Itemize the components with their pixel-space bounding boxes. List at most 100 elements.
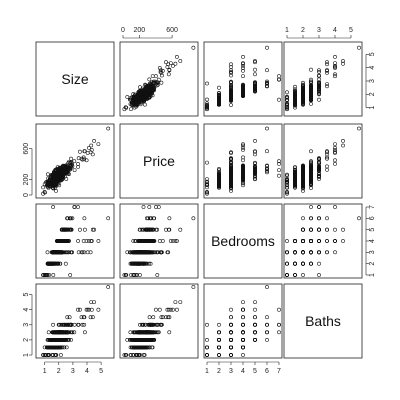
data-point: [285, 102, 289, 106]
data-point: [241, 83, 245, 88]
data-point: [357, 126, 361, 131]
data-point: [317, 239, 321, 243]
data-point: [317, 84, 321, 89]
panel-frame: [283, 123, 363, 199]
data-point: [65, 171, 70, 176]
data-point: [156, 77, 161, 82]
data-point: [136, 261, 141, 266]
data-point: [253, 152, 257, 157]
data-point: [293, 84, 297, 89]
data-point: [92, 227, 97, 232]
data-point: [229, 186, 233, 191]
data-point: [265, 126, 269, 131]
data-point: [325, 250, 329, 255]
data-point: [137, 98, 142, 102]
data-point: [293, 250, 297, 255]
data-point: [139, 227, 144, 232]
data-point: [229, 170, 233, 174]
panel-3-0: [35, 283, 115, 359]
data-point: [145, 261, 150, 266]
data-point: [45, 250, 50, 255]
data-point: [325, 216, 329, 221]
data-point: [341, 239, 345, 243]
data-point: [46, 261, 51, 266]
data-point: [229, 80, 233, 85]
data-point: [285, 176, 289, 181]
data-point: [56, 176, 61, 181]
data-point: [333, 239, 337, 243]
data-point: [229, 151, 233, 155]
data-point: [229, 90, 233, 95]
data-point: [147, 92, 152, 97]
data-point: [62, 227, 67, 232]
data-point: [301, 176, 305, 180]
data-point: [68, 227, 73, 232]
data-point: [82, 250, 87, 255]
data-point: [51, 173, 56, 178]
data-point: [301, 99, 305, 103]
data-point: [265, 170, 269, 175]
data-point: [317, 74, 321, 79]
data-point: [124, 273, 129, 277]
data-point: [241, 86, 245, 91]
data-point: [229, 65, 233, 69]
data-point: [48, 261, 52, 266]
data-point: [159, 250, 164, 255]
panel-frame: [35, 283, 115, 359]
data-point: [81, 239, 86, 243]
data-point: [205, 97, 209, 102]
data-point: [293, 165, 297, 170]
data-point: [174, 239, 179, 243]
data-point: [241, 92, 245, 97]
data-point: [333, 227, 337, 232]
data-point: [142, 102, 147, 107]
data-point: [333, 64, 337, 68]
data-point: [138, 261, 143, 266]
data-point: [301, 95, 305, 100]
data-point: [144, 216, 149, 221]
data-point: [141, 95, 146, 100]
data-point: [229, 70, 233, 74]
data-point: [241, 68, 245, 73]
data-point: [159, 80, 164, 85]
data-point: [138, 102, 143, 107]
data-point: [301, 216, 305, 221]
data-point: [241, 176, 245, 181]
panel-frame: [283, 41, 363, 117]
data-point: [309, 178, 313, 183]
data-point: [217, 183, 221, 188]
data-point: [46, 176, 51, 181]
data-point: [309, 167, 313, 172]
data-point: [253, 169, 257, 174]
data-point: [341, 138, 345, 143]
data-point: [87, 239, 91, 243]
data-point: [51, 205, 56, 209]
data-point: [241, 174, 245, 179]
data-point: [309, 86, 313, 91]
data-point: [301, 182, 305, 186]
data-point: [164, 60, 168, 65]
data-point: [55, 170, 60, 174]
data-point: [325, 239, 329, 243]
data-point: [241, 143, 245, 148]
data-point: [67, 216, 72, 221]
data-point: [309, 149, 313, 154]
data-point: [241, 61, 245, 66]
data-point: [241, 167, 245, 172]
data-point: [253, 138, 257, 143]
data-point: [301, 170, 305, 174]
data-point: [217, 168, 221, 173]
data-point: [49, 250, 54, 255]
data-point: [265, 166, 269, 171]
data-point: [317, 216, 321, 221]
panel-1-3: [283, 123, 363, 199]
data-point: [132, 250, 137, 255]
data-point: [241, 178, 245, 182]
data-point: [253, 165, 257, 170]
data-point: [138, 85, 142, 90]
data-point: [69, 250, 73, 255]
data-point: [147, 82, 152, 87]
data-point: [143, 239, 148, 243]
data-point: [64, 177, 69, 181]
data-point: [78, 227, 82, 232]
